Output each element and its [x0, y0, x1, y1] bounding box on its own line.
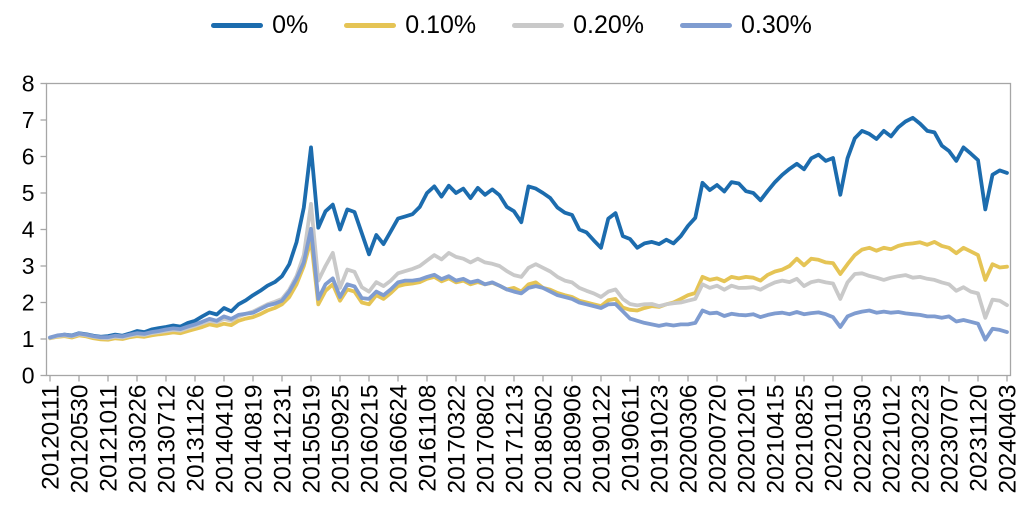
x-axis-label: 20160215	[357, 385, 384, 494]
y-axis-label: 4	[22, 217, 35, 243]
x-axis-label: 20230223	[908, 385, 935, 494]
legend-label: 0.10%	[405, 11, 477, 39]
x-axis-label: 20180906	[560, 385, 587, 494]
x-axis-label: 20221012	[879, 385, 906, 494]
x-axis-label: 20180502	[531, 385, 558, 494]
x-axis-label: 20230707	[937, 385, 964, 494]
legend-item-0%: 0%	[211, 13, 308, 38]
y-axis-label: 1	[22, 326, 35, 352]
x-axis-label: 20191023	[647, 385, 674, 494]
x-axis-label: 20200720	[705, 385, 732, 494]
chart-legend: 0% 0.10% 0.20% 0.30%	[0, 13, 1023, 38]
x-axis-label: 20190122	[589, 385, 616, 494]
series-line-0.20%	[48, 201, 1009, 341]
x-axis-label: 20170802	[473, 385, 500, 494]
x-axis-label: 20120111	[38, 385, 65, 490]
legend-swatch-0.30%	[680, 23, 733, 28]
x-axis-label: 20240403	[995, 385, 1022, 494]
x-axis-label: 20201201	[734, 385, 761, 494]
x-axis-label: 20231120	[966, 385, 993, 492]
x-axis-label: 20220530	[850, 385, 877, 494]
x-axis-label: 20171213	[502, 385, 529, 494]
legend-item-0.10%: 0.10%	[344, 13, 476, 38]
x-axis-label: 20170322	[444, 385, 471, 494]
legend-label: 0%	[272, 11, 309, 39]
x-axis-label: 20220110	[821, 385, 848, 492]
x-axis-label: 20200306	[676, 385, 703, 494]
legend-label: 0.30%	[741, 11, 812, 39]
x-axis-label: 20130226	[125, 385, 152, 494]
x-axis-label: 20150925	[328, 385, 355, 494]
legend-swatch-0.20%	[512, 23, 565, 28]
y-axis-label: 5	[22, 180, 35, 206]
legend-swatch-0%	[211, 23, 264, 28]
x-axis-label: 20161108	[415, 385, 442, 492]
x-axis-label: 20121011	[96, 385, 123, 492]
series-line-0%	[48, 115, 1009, 340]
x-axis-label: 20141231	[270, 385, 297, 494]
y-axis-label: 0	[22, 363, 35, 389]
x-axis-label: 20210415	[763, 385, 790, 494]
y-axis-label: 6	[22, 144, 35, 170]
y-axis-label: 3	[22, 253, 35, 279]
x-axis-label: 20120530	[67, 385, 94, 494]
x-axis-label: 20140410	[212, 385, 239, 494]
x-axis-label: 20130712	[154, 385, 181, 494]
x-axis-label: 20140819	[241, 385, 268, 494]
series-line-0.10%	[48, 237, 1009, 342]
series-line-0.30%	[48, 226, 1009, 342]
x-axis-label: 20150519	[299, 385, 326, 494]
x-axis-label: 20160624	[386, 385, 413, 494]
legend-label: 0.20%	[573, 11, 645, 39]
y-axis-label: 7	[22, 107, 35, 133]
legend-item-0.20%: 0.20%	[512, 13, 644, 38]
x-axis-label: 20210825	[792, 385, 819, 494]
x-axis-label: 20131126	[183, 385, 210, 492]
legend-swatch-0.10%	[344, 23, 397, 28]
y-axis-label: 2	[22, 290, 35, 316]
x-axis-label: 20190611	[618, 385, 645, 492]
y-axis-label: 8	[22, 71, 35, 97]
legend-item-0.30%: 0.30%	[680, 13, 812, 38]
